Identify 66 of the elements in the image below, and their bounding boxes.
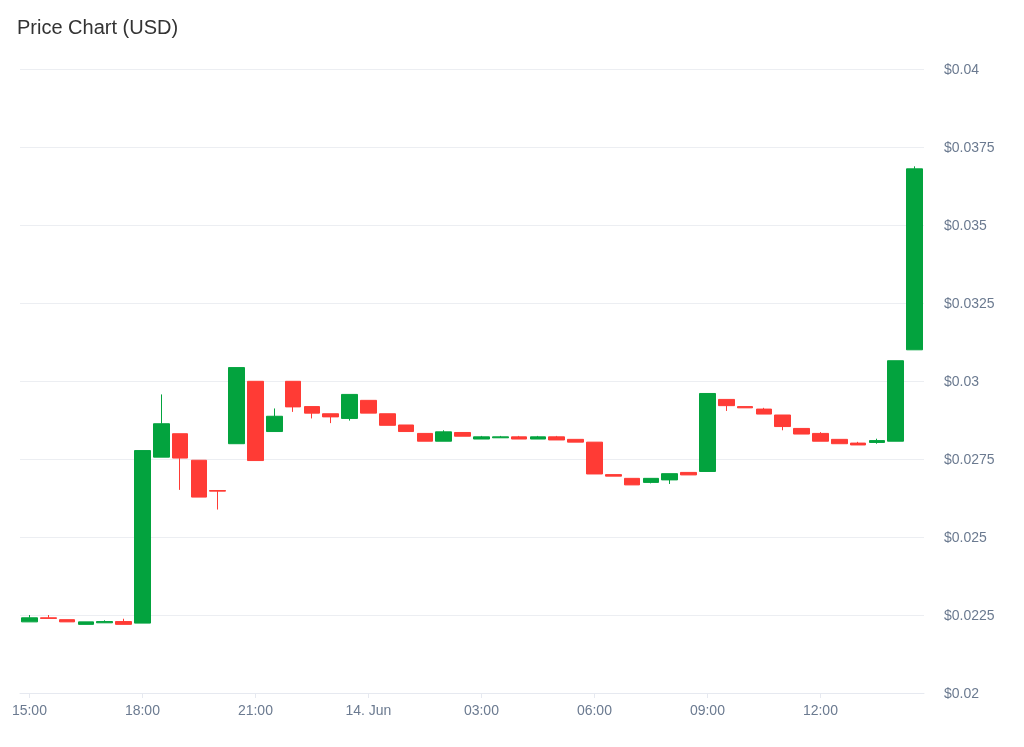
candlestick bbox=[548, 435, 565, 441]
candlestick bbox=[134, 450, 151, 624]
candlestick bbox=[379, 413, 396, 426]
candlestick bbox=[417, 432, 433, 442]
candlestick bbox=[191, 459, 207, 498]
candlestick bbox=[511, 435, 527, 440]
x-tick-label: 12:00 bbox=[802, 702, 839, 718]
candlestick bbox=[228, 367, 245, 445]
candlestick bbox=[247, 380, 264, 462]
candlestick bbox=[21, 614, 38, 623]
candlestick bbox=[831, 438, 848, 445]
candlestick bbox=[643, 477, 659, 484]
y-tick-label: $0.035 bbox=[944, 217, 988, 233]
y-tick-label: $0.0225 bbox=[944, 607, 995, 623]
y-tick-label: $0.025 bbox=[944, 529, 988, 545]
x-tick-label: 18:00 bbox=[124, 702, 161, 718]
candlestick bbox=[812, 431, 829, 442]
y-tick-label: $0.02 bbox=[944, 685, 980, 701]
candlestick bbox=[153, 393, 170, 458]
candlestick bbox=[887, 360, 904, 442]
y-tick-label: $0.0275 bbox=[944, 451, 995, 467]
candlestick bbox=[492, 435, 509, 439]
candlestick bbox=[322, 413, 339, 424]
candlestick bbox=[793, 427, 810, 435]
candlestick bbox=[699, 392, 716, 472]
candlestick bbox=[266, 407, 283, 433]
candlestick bbox=[718, 398, 735, 412]
candlestick bbox=[586, 441, 603, 475]
candlestick bbox=[78, 621, 94, 625]
y-tick-label: $0.0375 bbox=[944, 139, 995, 155]
candlestick bbox=[285, 380, 301, 413]
candlestick bbox=[172, 433, 188, 491]
candlestick bbox=[40, 614, 57, 619]
candlestick bbox=[567, 438, 584, 443]
candlestick bbox=[869, 438, 885, 445]
x-tick-label: 15:00 bbox=[11, 702, 48, 718]
candlestick bbox=[96, 619, 113, 624]
candlestick bbox=[680, 471, 697, 476]
x-tick-label: 03:00 bbox=[463, 702, 500, 718]
candlestick bbox=[774, 414, 791, 431]
candlestick bbox=[737, 406, 753, 409]
chart-title: Price Chart (USD) bbox=[17, 16, 179, 38]
candlestick bbox=[661, 473, 678, 485]
candlestick bbox=[304, 406, 320, 419]
candlestick bbox=[756, 407, 772, 415]
candlestick bbox=[341, 393, 358, 422]
candlestick bbox=[624, 477, 640, 486]
candlestick bbox=[209, 490, 226, 511]
candlestick bbox=[360, 399, 377, 414]
y-tick-label: $0.03 bbox=[944, 373, 980, 389]
candlestick bbox=[59, 619, 75, 623]
candlestick bbox=[398, 424, 414, 433]
candlestick bbox=[605, 474, 622, 477]
candlestick bbox=[435, 429, 452, 442]
candlestick bbox=[906, 165, 923, 351]
x-tick-label: 06:00 bbox=[576, 702, 613, 718]
x-tick-label: 21:00 bbox=[237, 702, 274, 718]
x-tick-label: 09:00 bbox=[689, 702, 726, 718]
candlestick bbox=[454, 431, 471, 437]
candlestick bbox=[850, 441, 866, 446]
x-tick-label: 14. Jun bbox=[345, 702, 392, 718]
y-tick-label: $0.0325 bbox=[944, 295, 995, 311]
candlestick bbox=[115, 618, 132, 625]
candlestick bbox=[530, 435, 546, 440]
y-tick-label: $0.04 bbox=[944, 61, 980, 77]
candlestick bbox=[473, 435, 490, 440]
